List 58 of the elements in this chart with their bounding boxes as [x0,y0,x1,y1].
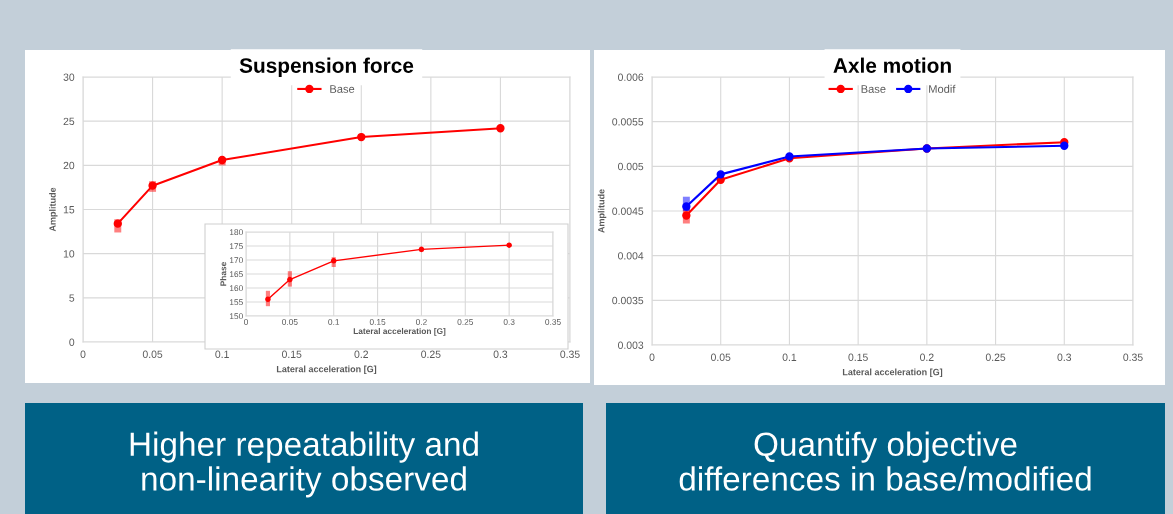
text: Quantify objective differences in base/modified [679,431,1091,491]
x-tick-label: 0.35 [545,319,561,325]
x-axis-title: Lateral acceleration [G] [276,365,377,375]
x-tick-label: 0.3 [493,350,508,358]
x-tick-label: 0.35 [560,350,580,358]
y-tick-label: 25 [63,117,75,126]
legend-label: Base [861,85,886,93]
y-tick-label: 0.004 [618,252,644,260]
y-tick-label: 30 [63,73,75,81]
y-tick-label: 165 [229,271,243,278]
y-tick-label: 15 [63,206,75,214]
x-tick-label: 0.15 [281,350,302,358]
x-axis-title: Lateral acceleration [G] [353,327,446,336]
x-tick-label: 0.1 [328,319,340,325]
x-tick-label: 0.25 [985,353,1006,361]
x-tick-label: 0 [244,319,248,325]
x-tick-label: 0.35 [1123,353,1143,361]
chart-title: Axle motion [833,57,951,73]
y-axis-title: Phase [220,262,227,286]
y-tick-label: 150 [229,313,243,320]
y-tick-label: 0.005 [618,162,644,171]
y-tick-label: 10 [63,250,75,258]
y-tick-label: 5 [69,294,75,302]
x-tick-label: 0.1 [782,353,797,361]
chart-title: Suspension force [239,57,414,77]
y-tick-label: 0.003 [618,341,644,349]
y-tick-label: 0.006 [618,73,644,81]
x-tick-label: 0 [80,350,86,358]
x-tick-label: 0.1 [215,350,229,358]
x-tick-label: 0.05 [282,319,298,325]
y-tick-label: 20 [63,161,75,170]
y-tick-label: 155 [229,299,243,306]
y-tick-label: 0.0055 [612,118,644,126]
y-tick-label: 0.0045 [612,207,644,215]
text: Higher repeatability and non-linearity observed [130,431,478,498]
y-tick-label: 175 [229,243,243,250]
x-tick-label: 0.3 [503,319,515,325]
x-tick-label: 0.2 [354,350,368,358]
legend-label: Modif [929,84,956,93]
x-tick-label: 0.05 [710,353,731,361]
x-axis-title: Lateral acceleration [G] [842,368,943,378]
x-tick-label: 0 [649,353,655,361]
legend-label: Base [330,85,355,93]
x-tick-label: 0.3 [1057,353,1072,361]
y-tick-label: 180 [229,229,243,236]
y-axis-title: Amplitude [597,189,607,233]
x-tick-label: 0.25 [457,319,474,325]
y-tick-label: 0 [69,338,75,346]
x-tick-label: 0.2 [415,319,427,325]
y-tick-label: 0.0035 [612,296,644,305]
x-tick-label: 0.15 [848,353,868,361]
x-tick-label: 0.15 [369,319,386,325]
y-tick-label: 160 [229,285,243,292]
x-tick-label: 0.25 [421,350,441,358]
x-tick-label: 0.2 [920,353,934,361]
x-tick-label: 0.05 [142,350,163,358]
y-tick-label: 170 [229,257,243,264]
y-axis-title: Amplitude [49,187,58,232]
